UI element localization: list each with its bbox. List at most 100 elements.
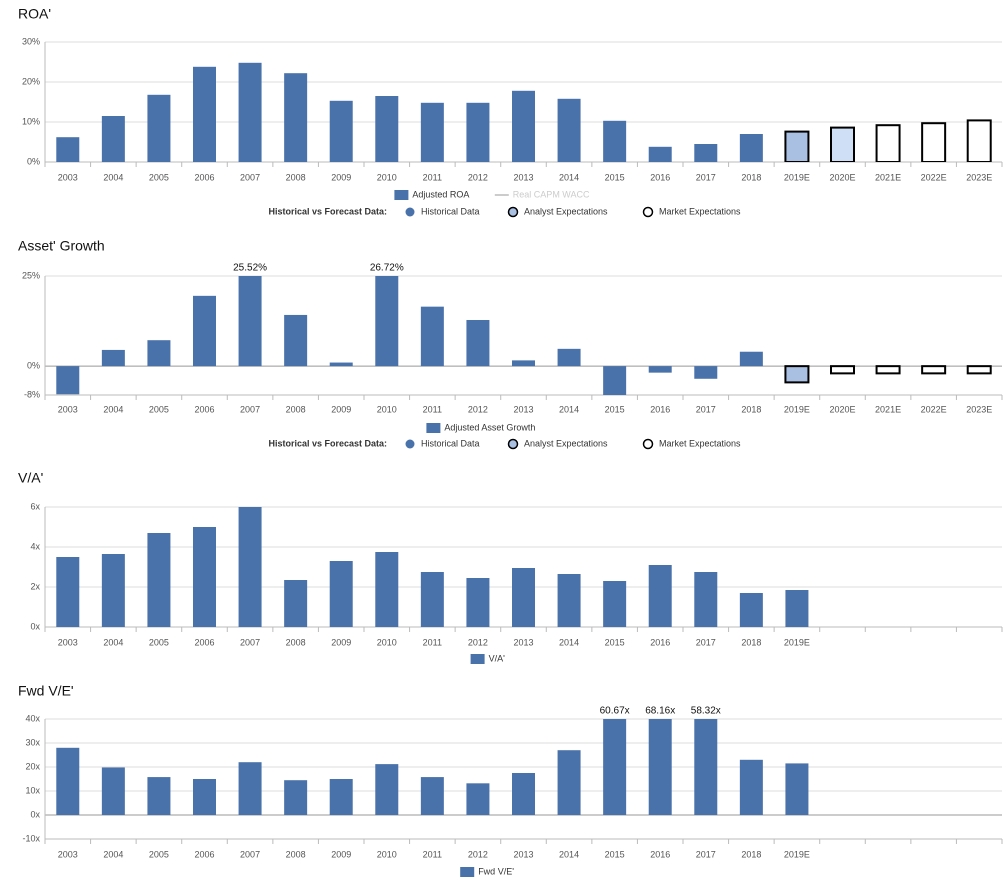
x-tick-label: 2004 [103, 637, 123, 647]
x-tick-label: 2011 [423, 637, 442, 647]
bar [557, 348, 581, 367]
y-tick-label: 20x [25, 761, 40, 771]
x-tick-label: 2022E [921, 172, 947, 182]
forecast-legend-label: Market Expectations [659, 206, 741, 216]
bar [966, 365, 992, 375]
legend-swatch [394, 190, 409, 200]
bar [193, 779, 216, 815]
bar [375, 764, 399, 815]
bar [557, 750, 581, 815]
bars [56, 276, 992, 395]
x-tick-label: 2017 [696, 637, 716, 647]
forecast-legend-marker [507, 206, 519, 218]
bar [238, 276, 262, 367]
x-tick-label: 2016 [650, 172, 670, 182]
forecast-legend-label: Analyst Expectations [524, 206, 608, 216]
x-tick-label: 2004 [103, 404, 123, 414]
x-tick-label: 2006 [194, 849, 214, 859]
bar [694, 572, 718, 627]
x-tick-label: 2004 [103, 172, 123, 182]
bar [921, 122, 947, 162]
y-tick-label: 20% [22, 76, 40, 86]
x-tick-label: 2006 [194, 637, 214, 647]
y-tick-label: 30% [22, 36, 40, 46]
bar [466, 578, 490, 627]
x-tick-label: 2023E [966, 172, 992, 182]
x-tick-label: 2013 [513, 404, 533, 414]
bar [784, 130, 810, 162]
x-tick-label: 2015 [605, 637, 625, 647]
x-tick-label: 2005 [149, 637, 169, 647]
x-tick-label: 2009 [331, 849, 351, 859]
bar [694, 144, 718, 162]
value-label: 60.67x [600, 706, 630, 717]
bar [56, 747, 80, 815]
x-tick-label: 2011 [423, 172, 442, 182]
x-tick-label: 2010 [377, 404, 397, 414]
x-tick-label: 2018 [741, 172, 761, 182]
x-tick-label: 2014 [559, 404, 579, 414]
bar [284, 780, 308, 815]
y-tick-label: 10% [22, 116, 40, 126]
bars [56, 507, 809, 627]
bar [557, 574, 581, 627]
y-tick-label: 0% [27, 361, 40, 371]
x-tick-label: 2011 [423, 404, 442, 414]
x-tick-label: 2017 [696, 172, 716, 182]
x-tick-label: 2011 [423, 849, 442, 859]
x-tick-label: 2007 [240, 404, 260, 414]
y-tick-label: 30x [25, 737, 40, 747]
y-tick-label: 0% [27, 156, 40, 166]
bar [512, 773, 535, 815]
bar [147, 777, 171, 815]
legend-swatch [460, 867, 475, 877]
bar [375, 96, 399, 162]
bar [193, 295, 216, 367]
forecast-legend-marker [405, 207, 415, 217]
y-tick-label: 4x [30, 541, 40, 551]
x-tick-label: 2008 [286, 172, 306, 182]
bar [512, 90, 535, 162]
x-tick-label: 2015 [605, 404, 625, 414]
x-tick-label: 2006 [194, 404, 214, 414]
x-tick-label: 2019E [784, 849, 810, 859]
x-tick-label: 2016 [650, 404, 670, 414]
x-tick-label: 2013 [513, 172, 533, 182]
forecast-legend-marker [507, 438, 519, 450]
x-tick-label: 2010 [377, 637, 397, 647]
x-tick-label: 2008 [286, 849, 306, 859]
y-tick-label: 40x [25, 713, 40, 723]
y-tick-label: -8% [24, 389, 40, 399]
chart-title: Asset' Growth [18, 238, 105, 254]
bar [329, 100, 353, 162]
bar [284, 580, 308, 627]
x-tick-label: 2003 [58, 404, 78, 414]
x-tick-label: 2020E [829, 404, 855, 414]
bar [512, 360, 535, 367]
bar [921, 365, 947, 375]
bar [101, 349, 125, 367]
x-tick-label: 2008 [286, 637, 306, 647]
x-tick-label: 2014 [559, 172, 579, 182]
legend-label: Adjusted ROA [412, 189, 469, 199]
forecast-legend-title: Historical vs Forecast Data: [268, 206, 387, 216]
bar [785, 590, 809, 627]
bar [557, 98, 581, 162]
bar [694, 366, 718, 379]
y-tick-label: -10x [22, 833, 40, 843]
legend-label: V/A' [489, 653, 506, 663]
bar [375, 276, 399, 367]
x-tick-label: 2006 [194, 172, 214, 182]
x-tick-label: 2009 [331, 172, 351, 182]
bar [420, 572, 444, 627]
bar [694, 719, 718, 815]
legend-label: Fwd V/E' [478, 866, 514, 876]
x-tick-label: 2003 [58, 849, 78, 859]
bar [875, 124, 901, 162]
bar [329, 561, 353, 627]
forecast-legend-label: Historical Data [421, 206, 480, 216]
bar [739, 134, 763, 162]
x-tick-label: 2013 [513, 849, 533, 859]
chart-title: Fwd V/E' [18, 683, 74, 699]
forecast-legend-title: Historical vs Forecast Data: [268, 438, 387, 448]
